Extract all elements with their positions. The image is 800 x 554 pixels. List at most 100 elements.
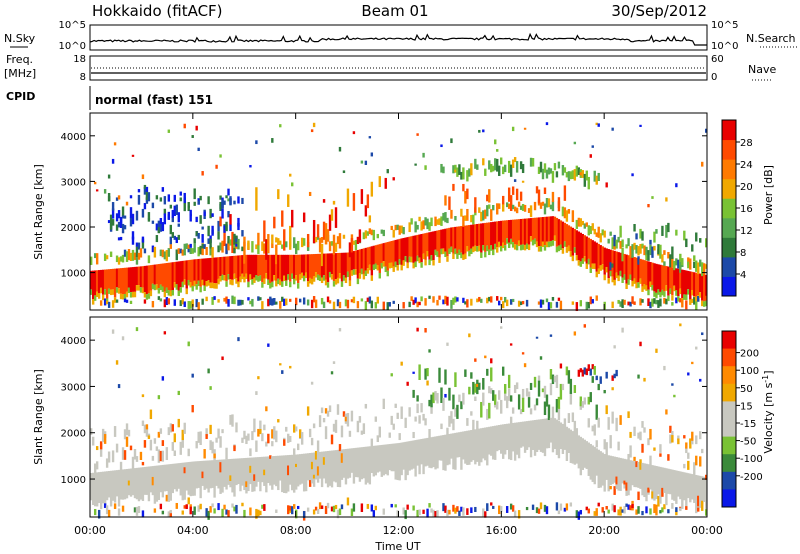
velocity-cell <box>318 502 322 510</box>
power-cell <box>115 268 119 288</box>
power-cell <box>424 298 427 306</box>
power-cell <box>153 264 157 285</box>
power-cell <box>279 124 282 128</box>
power-cell <box>605 266 608 273</box>
power-cell <box>241 246 244 252</box>
power-cell <box>599 265 602 271</box>
velocity-cell <box>627 453 630 467</box>
velocity-cell <box>428 429 431 441</box>
velocity-cell <box>619 506 622 516</box>
velocity-cell <box>217 428 220 439</box>
power-cell <box>428 232 431 260</box>
velocity-cell <box>595 404 598 420</box>
power-cell <box>193 242 196 253</box>
power-cell <box>621 253 624 278</box>
power-cell <box>456 167 459 177</box>
power-cell <box>619 301 622 307</box>
power-cell <box>535 241 539 248</box>
velocity-cell <box>460 401 463 410</box>
velocity-cell <box>498 425 501 451</box>
velocity-cell <box>221 508 224 517</box>
power-cell <box>279 240 282 245</box>
velocity-cell <box>209 440 212 451</box>
velocity-cell <box>404 417 407 428</box>
velocity-cell <box>207 368 210 374</box>
power-cell <box>494 139 497 145</box>
power-cell <box>531 158 535 167</box>
velocity-cell <box>91 472 95 506</box>
velocity-cell <box>517 510 521 519</box>
station-title: Hokkaido (fitACF) <box>92 2 223 20</box>
power-cell <box>107 301 111 308</box>
velocity-cell <box>492 426 495 460</box>
power-cell <box>121 254 125 263</box>
velocity-cell <box>338 449 342 488</box>
power-cell <box>669 288 672 295</box>
power-cell <box>211 247 214 258</box>
power-cell <box>555 217 559 247</box>
power-cell <box>410 256 413 263</box>
velocity-cell <box>474 506 477 512</box>
power-cell <box>442 299 445 305</box>
velocity-cell <box>205 460 208 489</box>
power-cell <box>597 268 600 275</box>
power-cell <box>671 246 674 259</box>
velocity-cell <box>203 460 206 490</box>
velocity-cell <box>523 363 527 368</box>
velocity-cell <box>440 435 443 461</box>
velocity-cell <box>131 456 135 471</box>
power-cell <box>567 209 571 214</box>
power-cell <box>575 255 579 261</box>
velocity-cell <box>227 459 230 485</box>
velocity-cell <box>503 389 507 401</box>
power-cell <box>386 302 389 310</box>
velocity-cell <box>557 407 561 421</box>
power-cell <box>547 198 551 208</box>
velocity-cell <box>199 460 202 499</box>
velocity-cell <box>115 443 119 453</box>
velocity-cell <box>360 503 364 512</box>
power-cell <box>402 260 405 266</box>
power-cell <box>316 224 320 238</box>
power-cell <box>167 129 171 133</box>
power-cell <box>316 253 320 275</box>
power-cell <box>635 233 638 240</box>
power-cell <box>382 229 385 237</box>
power-cell <box>454 248 457 255</box>
power-cell <box>366 247 370 269</box>
velocity-cell <box>205 434 208 439</box>
velocity-cell <box>607 509 610 514</box>
power-cell <box>474 197 477 213</box>
velocity-cell <box>613 505 616 513</box>
power-cell <box>442 212 445 221</box>
power-cell <box>627 255 630 280</box>
power-cell <box>199 215 202 224</box>
velocity-cell <box>448 509 451 515</box>
power-cell <box>539 202 543 209</box>
velocity-cell <box>507 374 511 389</box>
power-cell <box>490 163 493 173</box>
velocity-cell <box>428 399 431 407</box>
power-cell <box>663 297 666 304</box>
power-cell <box>511 219 515 243</box>
velocity-cell <box>408 441 411 471</box>
velocity-cell <box>549 334 553 337</box>
velocity-cell <box>695 346 698 350</box>
power-cell <box>701 161 704 167</box>
velocity-cell <box>135 327 139 332</box>
velocity-cell <box>428 349 431 353</box>
power-cell <box>390 225 393 231</box>
power-cell <box>450 227 453 247</box>
power-cell <box>440 248 443 255</box>
velocity-cell <box>490 388 493 394</box>
power-cell <box>454 164 457 173</box>
velocity-cell <box>115 470 119 497</box>
velocity-cell <box>181 438 184 448</box>
power-cell <box>175 261 178 285</box>
power-cell <box>175 249 178 261</box>
power-cell <box>125 291 129 298</box>
power-cell <box>667 222 670 233</box>
power-cell <box>501 195 505 205</box>
velocity-cell <box>302 511 306 519</box>
velocity-cell <box>161 510 165 515</box>
